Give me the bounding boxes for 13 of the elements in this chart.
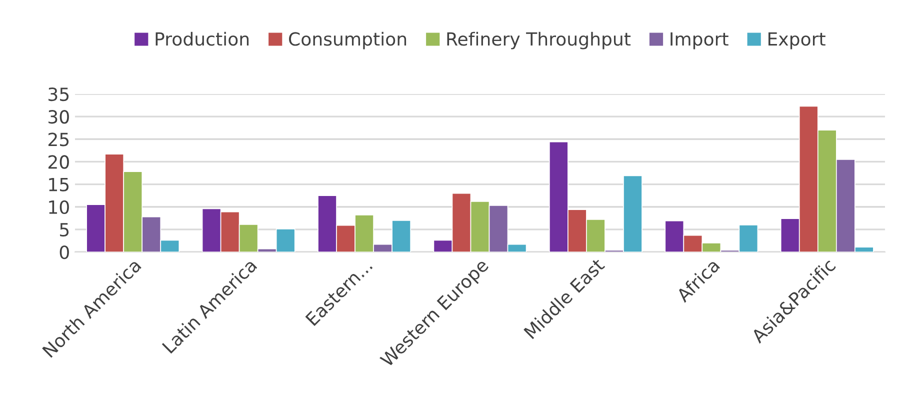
y-tick-label: 0 — [60, 245, 69, 260]
y-tick-label: 10 — [49, 200, 69, 214]
legend-label: Export — [768, 32, 826, 50]
y-tick-label: 25 — [48, 132, 69, 146]
legend-label: Import — [670, 32, 728, 50]
legend-label: Production — [156, 32, 249, 46]
y-tick-label: 20 — [48, 155, 69, 169]
legend-label: Refinery Throughput — [447, 32, 631, 50]
y-tick-label: 30 — [48, 110, 69, 124]
y-tick-label: 15 — [49, 178, 69, 192]
y-tick-label: 5 — [60, 223, 69, 237]
legend-label: Consumption — [289, 32, 406, 50]
y-tick-label: 35 — [48, 87, 69, 102]
